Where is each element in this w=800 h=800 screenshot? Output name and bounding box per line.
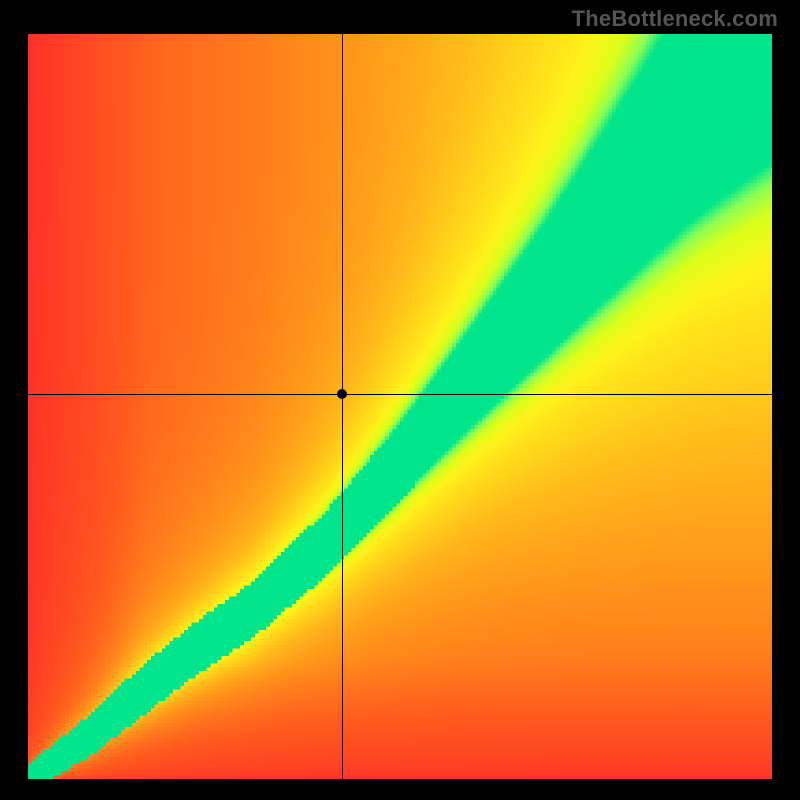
- heatmap-plot: [28, 34, 772, 779]
- crosshair-point: [337, 389, 347, 399]
- crosshair-horizontal: [28, 394, 772, 395]
- watermark-text: TheBottleneck.com: [572, 6, 778, 32]
- crosshair-vertical: [342, 34, 343, 779]
- heatmap-canvas: [28, 34, 772, 779]
- chart-frame: TheBottleneck.com: [0, 0, 800, 800]
